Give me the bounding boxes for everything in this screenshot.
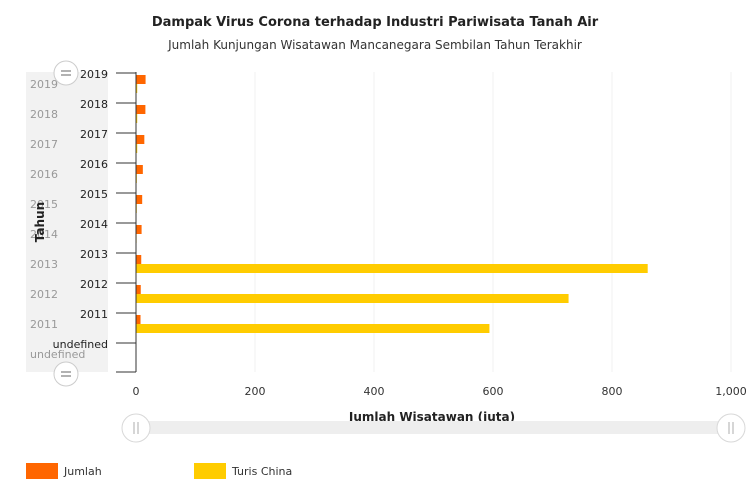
bar-turis-china[interactable] (136, 144, 138, 153)
legend-label-jumlah: Jumlah (64, 464, 102, 478)
legend-swatch-turis-china (194, 463, 226, 479)
x-tick-label: 600 (483, 385, 504, 398)
navigator-label: 2012 (30, 288, 58, 301)
x-tick-label: 200 (245, 385, 266, 398)
bar-jumlah[interactable] (136, 315, 141, 324)
x-axis-title: Jumlah Wisatawan (juta) (348, 410, 515, 424)
bar-jumlah[interactable] (136, 195, 143, 204)
legend-label-turis-china: Turis China (232, 464, 293, 478)
navigator-label: 2018 (30, 108, 58, 121)
bar-jumlah[interactable] (136, 165, 143, 174)
navigator-label: 2015 (30, 198, 58, 211)
y-tick-label: 2018 (80, 98, 108, 111)
bar-turis-china[interactable] (136, 294, 569, 303)
y-tick-label: 2014 (80, 218, 108, 231)
navigator-label: 2014 (30, 228, 58, 241)
bar-jumlah[interactable] (136, 285, 141, 294)
legend-item-turis-china[interactable]: Turis China (194, 462, 292, 480)
x-scrollbar-left-handle[interactable] (121, 413, 151, 443)
y-tick-label: 2012 (80, 278, 108, 291)
x-tick-label: 800 (602, 385, 623, 398)
navigator-panel (26, 72, 108, 372)
y-tick-label: 2019 (80, 68, 108, 81)
y-axis-title: Tahun (33, 202, 47, 242)
y-tick-label: 2013 (80, 248, 108, 261)
y-tick-label: 2015 (80, 188, 108, 201)
y-tick-label: undefined (53, 338, 108, 351)
bar-jumlah[interactable] (136, 105, 146, 114)
navigator-label: undefined (30, 348, 85, 361)
navigator-label: 2013 (30, 258, 58, 271)
bar-jumlah[interactable] (136, 135, 145, 144)
navigator-label: 2016 (30, 168, 58, 181)
y-tick-label: 2011 (80, 308, 108, 321)
bar-turis-china[interactable] (136, 114, 138, 123)
navigator-label: 2017 (30, 138, 58, 151)
navigator-label: 2011 (30, 318, 58, 331)
x-tick-label: 1,000 (715, 385, 747, 398)
chart-title: Dampak Virus Corona terhadap Industri Pa… (151, 15, 599, 30)
bar-jumlah[interactable] (136, 225, 142, 234)
navigator-bottom-handle[interactable] (53, 361, 79, 387)
bar-turis-china[interactable] (136, 264, 648, 273)
x-scrollbar-track[interactable] (136, 421, 732, 434)
x-scrollbar-right-handle[interactable] (716, 413, 746, 443)
y-tick-label: 2017 (80, 128, 108, 141)
bar-jumlah[interactable] (136, 75, 146, 84)
bar-jumlah[interactable] (136, 255, 142, 264)
chart-subtitle: Jumlah Kunjungan Wisatawan Mancanegara S… (168, 38, 582, 52)
legend-item-jumlah[interactable]: Jumlah (26, 462, 102, 480)
navigator-top-handle[interactable] (53, 60, 79, 86)
navigator-label: 2019 (30, 78, 58, 91)
bar-turis-china[interactable] (136, 84, 138, 93)
bar-turis-china[interactable] (136, 324, 490, 333)
x-tick-label: 0 (133, 385, 140, 398)
y-tick-label: 2016 (80, 158, 108, 171)
legend-swatch-jumlah (26, 463, 58, 479)
x-tick-label: 400 (364, 385, 385, 398)
